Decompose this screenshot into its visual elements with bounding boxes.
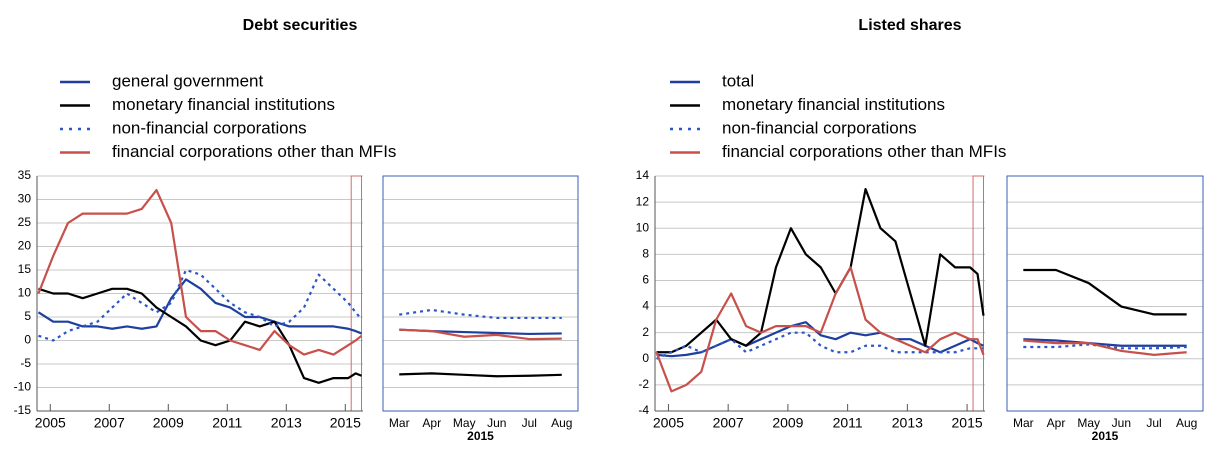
y-tick-label: 14	[636, 168, 650, 182]
series-line	[1023, 338, 1187, 347]
x-tick-label: Jun	[487, 416, 506, 430]
x-tick-label: 2009	[153, 415, 184, 431]
y-tick-label: 12	[636, 194, 650, 208]
legend-label: non-financial corporations	[722, 118, 917, 137]
legend-label: general government	[112, 71, 263, 90]
series-line	[655, 266, 985, 393]
series-line	[37, 278, 362, 335]
x-tick-label: 2009	[772, 415, 803, 431]
y-tick-label: -5	[20, 356, 31, 370]
legend-label: financial corporations other than MFIs	[112, 142, 396, 161]
series-line	[1023, 339, 1187, 356]
series-line	[399, 372, 562, 378]
x-tick-label: Jul	[522, 416, 537, 430]
y-tick-label: 10	[636, 220, 650, 234]
series-line	[656, 187, 985, 354]
x-sublabel: 2015	[1092, 429, 1119, 443]
series-line	[399, 328, 562, 341]
y-tick-label: -15	[14, 403, 32, 417]
y-tick-label: 15	[18, 262, 32, 276]
y-tick-label: 4	[642, 299, 649, 313]
y-tick-label: 6	[642, 273, 649, 287]
x-tick-label: 2015	[952, 415, 983, 431]
x-tick-label: 2011	[833, 415, 863, 431]
x-tick-label: 2013	[892, 415, 923, 431]
series-line	[37, 189, 363, 356]
highlight-band	[972, 175, 985, 412]
y-tick-label: 20	[18, 239, 32, 253]
x-sublabel: 2015	[467, 429, 494, 443]
legend-label: monetary financial institutions	[112, 95, 335, 114]
legend-label: financial corporations other than MFIs	[722, 142, 1006, 161]
x-tick-label: Aug	[551, 416, 572, 430]
x-tick-label: 2011	[212, 415, 242, 431]
x-tick-label: Mar	[389, 416, 410, 430]
zoom-frame	[382, 175, 579, 412]
chart-title: Debt securities	[243, 17, 358, 34]
y-tick-label: 0	[642, 351, 649, 365]
series-line	[656, 321, 984, 358]
x-tick-label: Mar	[1013, 416, 1034, 430]
x-tick-label: Apr	[422, 416, 441, 430]
x-tick-label: Jun	[1112, 416, 1131, 430]
series-line	[38, 287, 362, 384]
x-tick-label: 2005	[653, 415, 684, 431]
y-tick-label: 2	[642, 325, 649, 339]
x-tick-label: 2013	[271, 415, 302, 431]
y-tick-label: 5	[24, 309, 31, 323]
x-tick-label: Jul	[1146, 416, 1161, 430]
y-tick-label: 35	[18, 168, 32, 182]
y-tick-label: 25	[18, 215, 32, 229]
x-tick-label: May	[1077, 416, 1100, 430]
legend-label: monetary financial institutions	[722, 95, 945, 114]
chart-title: Listed shares	[858, 17, 961, 34]
y-tick-label: 10	[18, 286, 32, 300]
x-tick-label: 2007	[94, 415, 125, 431]
legend-label: total	[722, 71, 754, 90]
x-tick-label: 2015	[330, 415, 361, 431]
zoom-frame	[1006, 175, 1204, 412]
y-tick-label: -4	[638, 403, 649, 417]
series-line	[1023, 268, 1187, 316]
y-tick-label: 8	[642, 247, 649, 261]
x-tick-label: May	[453, 416, 476, 430]
y-tick-label: -2	[638, 377, 649, 391]
x-tick-label: 2005	[35, 415, 66, 431]
x-tick-label: 2007	[713, 415, 744, 431]
y-tick-label: -10	[14, 380, 32, 394]
y-tick-label: 0	[24, 333, 31, 347]
x-tick-label: Apr	[1047, 416, 1066, 430]
y-tick-label: 30	[18, 192, 32, 206]
legend-label: non-financial corporations	[112, 118, 307, 137]
series-line	[38, 268, 363, 342]
x-tick-label: Aug	[1176, 416, 1197, 430]
